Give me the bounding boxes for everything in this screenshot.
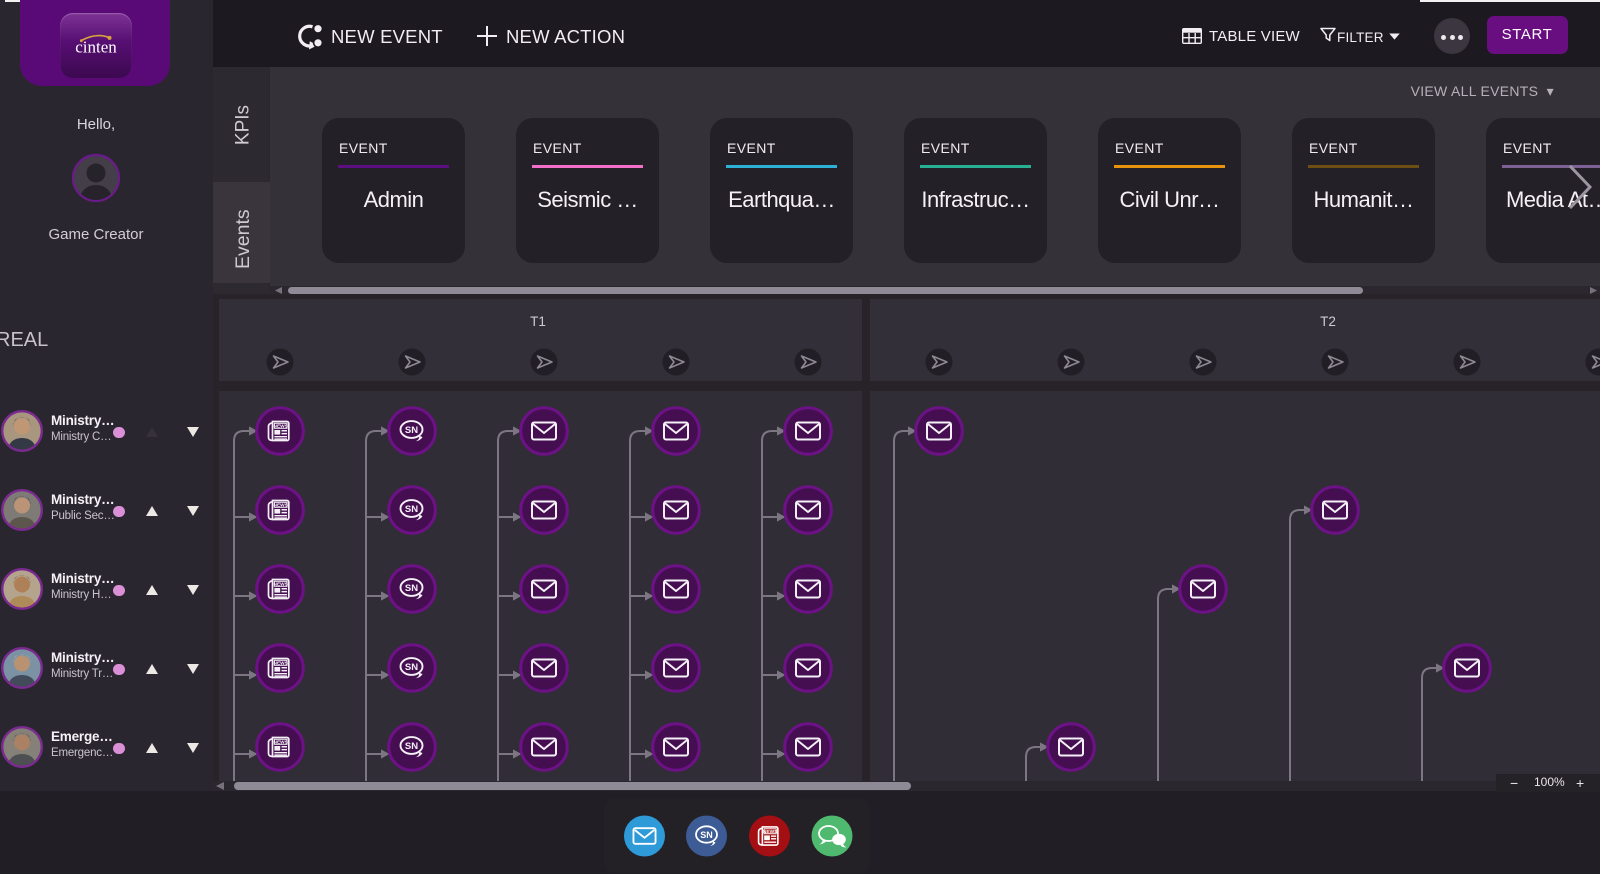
svg-text:cinten: cinten <box>75 38 117 57</box>
svg-text:T1: T1 <box>530 314 546 329</box>
svg-text:T2: T2 <box>1320 314 1336 329</box>
